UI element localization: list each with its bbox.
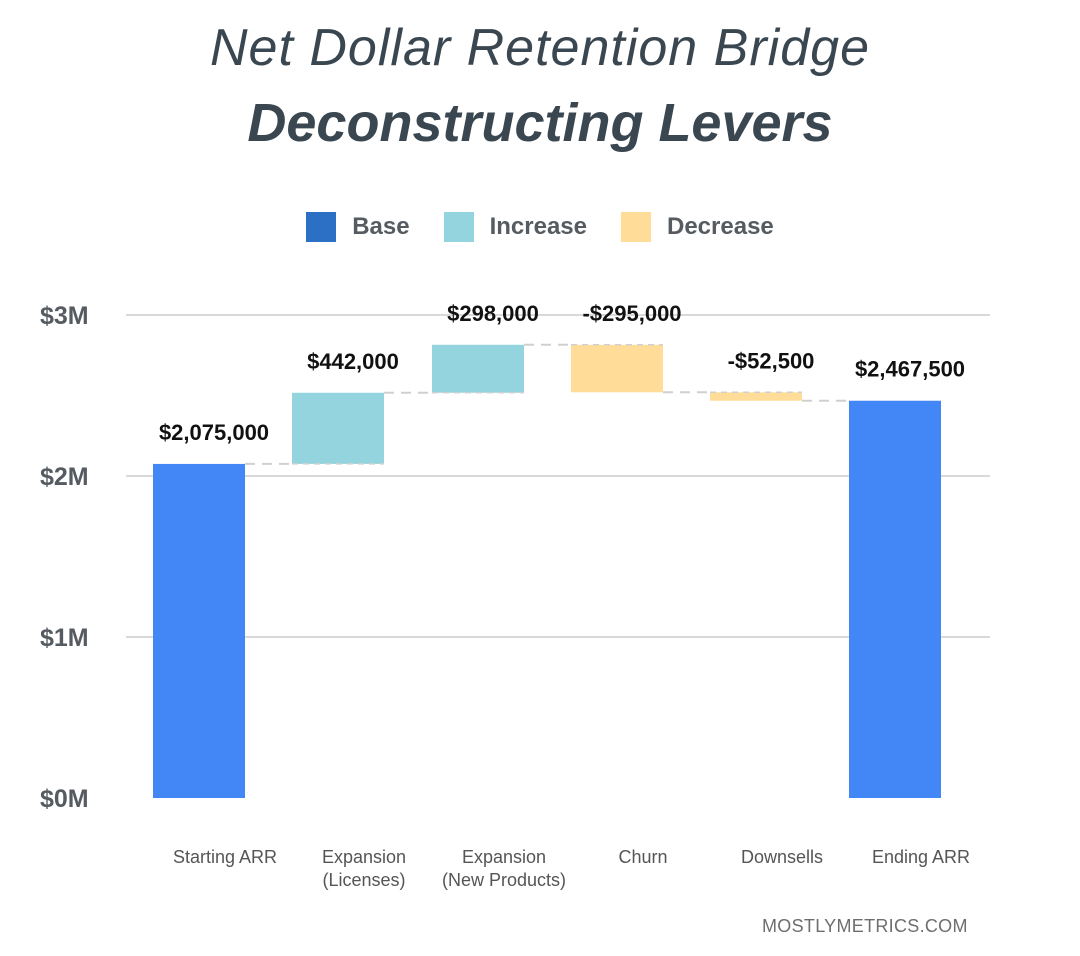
y-tick-label: $1M — [40, 624, 89, 652]
legend-label-increase: Increase — [489, 213, 587, 240]
bar — [292, 392, 384, 464]
legend-item-decrease: Decrease — [621, 212, 774, 242]
bar — [432, 344, 524, 393]
y-tick-label: $0M — [40, 785, 89, 813]
data-label: $442,000 — [307, 349, 399, 374]
data-label: $2,467,500 — [855, 357, 965, 382]
legend-label-decrease: Decrease — [667, 213, 774, 240]
x-tick-label: Ending ARR — [872, 847, 970, 867]
x-tick-label: (New Products) — [442, 870, 566, 890]
legend: Base Increase Decrease — [0, 212, 1080, 242]
bar — [571, 344, 663, 393]
legend-label-base: Base — [352, 213, 410, 240]
data-label: -$295,000 — [582, 301, 681, 326]
chart-title: Net Dollar Retention Bridge — [210, 19, 870, 77]
source-credit: MOSTLYMETRICS.COM — [762, 916, 968, 936]
chart-subtitle: Deconstructing Levers — [247, 93, 833, 153]
x-tick-label: Downsells — [741, 847, 823, 867]
x-tick-label: Expansion — [462, 847, 546, 867]
x-tick-label: Starting ARR — [173, 847, 277, 867]
bar — [710, 392, 802, 401]
y-tick-label: $2M — [40, 463, 89, 491]
data-label: -$52,500 — [728, 348, 815, 373]
legend-swatch-increase — [443, 212, 474, 242]
bar — [849, 400, 941, 798]
x-tick-label: (Licenses) — [322, 870, 405, 890]
y-tick-label: $3M — [40, 302, 89, 330]
data-label: $2,075,000 — [159, 420, 269, 445]
x-tick-label: Expansion — [322, 847, 406, 867]
legend-item-increase: Increase — [443, 212, 587, 242]
legend-item-base: Base — [306, 212, 410, 242]
legend-swatch-base — [306, 212, 337, 242]
legend-swatch-decrease — [621, 212, 651, 242]
x-tick-label: Churn — [618, 847, 667, 867]
bar — [153, 463, 245, 798]
waterfall-chart: $0M $1M $2M $3M $2,075,000 Starting ARR $442,0… — [40, 301, 990, 890]
data-label: $298,000 — [447, 301, 539, 326]
